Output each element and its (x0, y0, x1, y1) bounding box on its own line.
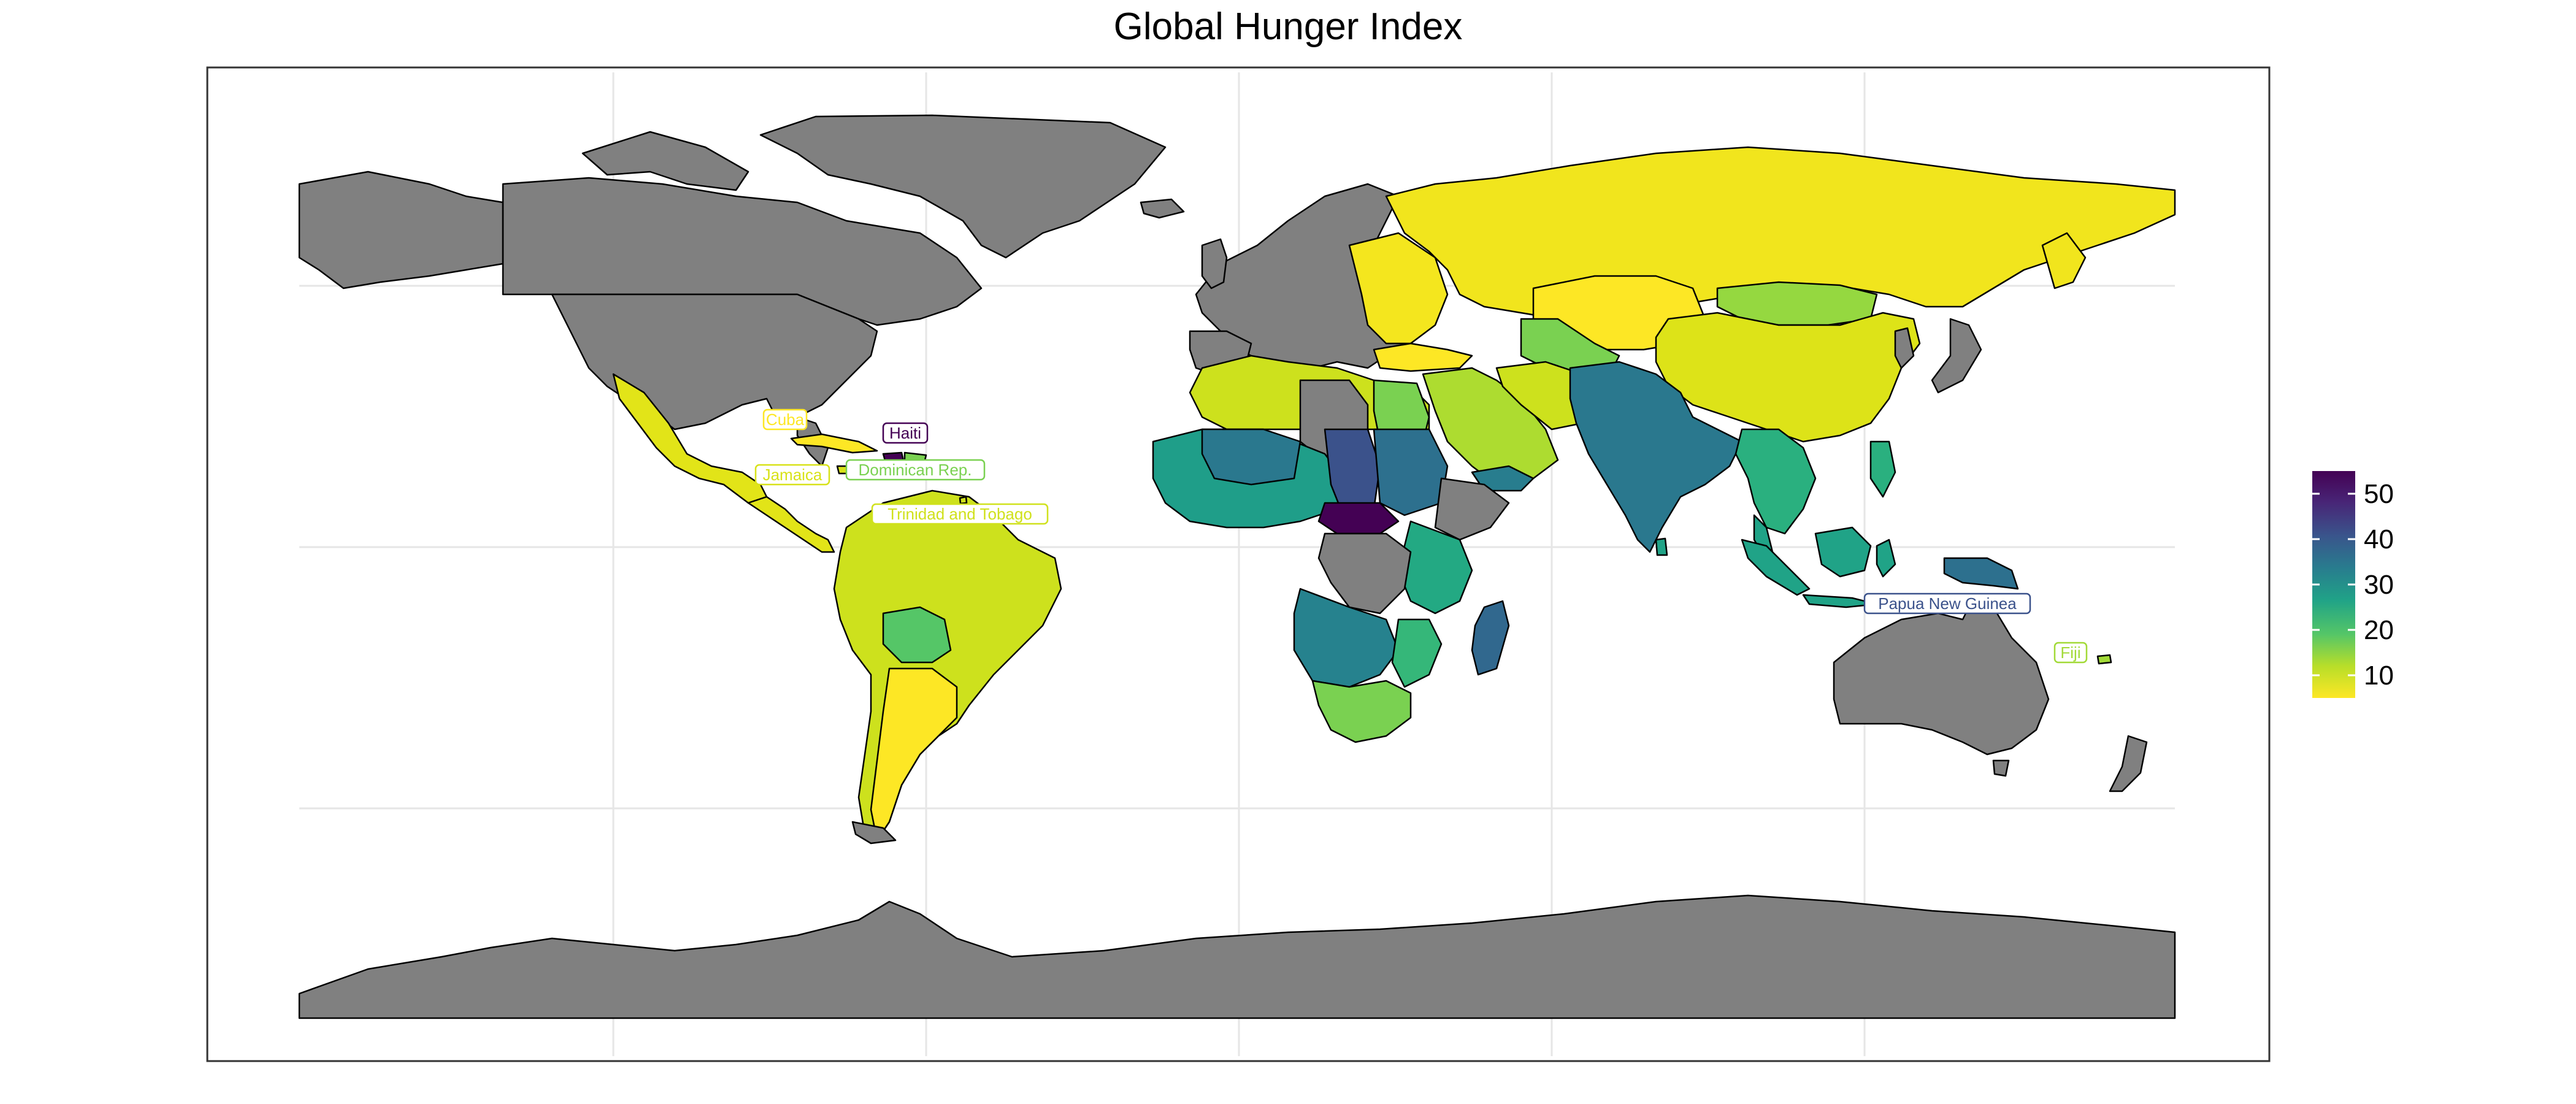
legend-tick-label: 40 (2364, 524, 2394, 554)
mali-niger (1201, 428, 1301, 486)
iceland (1140, 198, 1185, 219)
legend-tick-label: 10 (2364, 661, 2394, 691)
borneo (1814, 526, 1872, 578)
sumatra (1741, 539, 1811, 596)
label-papua-new-guinea-text: Papua New Guinea (1878, 594, 2017, 613)
label-papua-new-guinea: Papua New Guinea (1863, 592, 2031, 615)
bolivia (882, 606, 952, 664)
java (1802, 594, 1878, 608)
fiji (2096, 654, 2112, 665)
alaska (298, 171, 504, 289)
map-title: Global Hunger Index (1113, 6, 1463, 48)
turkey (1373, 342, 1473, 372)
southeast-asia (1735, 428, 1817, 535)
russia (1385, 146, 2176, 320)
argentina (870, 667, 958, 841)
kamchatka (2041, 232, 2087, 289)
central-america (747, 496, 835, 553)
legend-ticks: 10 20 30 40 50 (2312, 479, 2394, 691)
southern-africa (1311, 680, 1412, 743)
label-haiti-text: Haiti (889, 424, 921, 442)
label-haiti: Haiti (882, 422, 929, 444)
philippines (1869, 440, 1896, 498)
legend-tick-label: 30 (2364, 570, 2394, 600)
south-asia (1569, 361, 1743, 553)
label-cuba: Cuba (762, 408, 808, 431)
label-dominican-rep: Dominican Rep. (845, 459, 986, 481)
arctic-islands (581, 131, 749, 191)
papua-new-guinea (1943, 557, 2019, 590)
tierra-del-fuego (851, 821, 897, 845)
color-legend: 10 20 30 40 50 (2312, 471, 2394, 698)
united-kingdom (1201, 238, 1228, 289)
country-labels: Cuba Haiti Dominican Rep. Jamaica Trinid… (754, 408, 2088, 664)
new-zealand (2109, 735, 2148, 792)
korea (1894, 327, 1915, 369)
australia (1833, 594, 2050, 756)
ethiopia-horn (1434, 477, 1510, 541)
tasmania (1992, 759, 2010, 777)
label-dominican-rep-text: Dominican Rep. (859, 461, 972, 479)
antarctica (298, 894, 2176, 1019)
trinidad-and-tobago (959, 496, 968, 505)
label-jamaica: Jamaica (754, 464, 830, 486)
legend-tick-label: 20 (2364, 615, 2394, 645)
legend-tick-label: 50 (2364, 479, 2394, 509)
label-fiji-text: Fiji (2060, 643, 2080, 662)
label-trinidad-and-tobago-text: Trinidad and Tobago (887, 505, 1032, 523)
label-jamaica-text: Jamaica (763, 466, 822, 484)
label-cuba-text: Cuba (766, 410, 805, 429)
sri-lanka (1655, 537, 1668, 556)
congo (1317, 532, 1412, 615)
label-trinidad-and-tobago: Trinidad and Tobago (871, 503, 1049, 525)
cuba (790, 433, 878, 454)
landmasses (298, 114, 2176, 1019)
angola-zambia (1293, 588, 1400, 688)
greenland (759, 114, 1167, 259)
mozambique (1391, 618, 1443, 688)
japan (1931, 318, 1982, 394)
sulawesi (1876, 539, 1896, 578)
madagascar (1471, 600, 1510, 676)
label-fiji: Fiji (2053, 642, 2088, 664)
middle-east (1422, 367, 1559, 486)
